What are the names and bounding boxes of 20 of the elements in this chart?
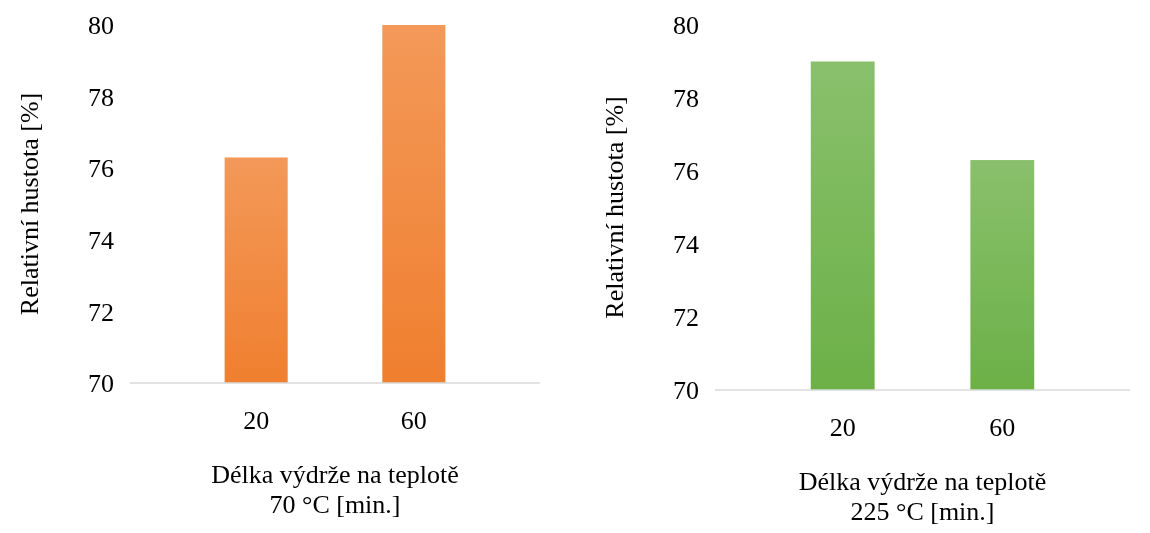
y-axis-title: Relativní hustota [%] xyxy=(600,96,629,319)
y-tick-label: 80 xyxy=(673,11,699,41)
x-axis-title: Délka výdrže na teplotě 225 °C [min.] xyxy=(798,467,1047,526)
y-tick-label: 70 xyxy=(88,369,114,399)
y-tick-label: 74 xyxy=(88,225,114,255)
y-tick-label: 78 xyxy=(673,84,699,114)
x-tick-label: 60 xyxy=(989,413,1016,442)
y-tick-label: 76 xyxy=(673,157,699,187)
y-tick-label: 72 xyxy=(673,303,699,333)
y-tick-label: 72 xyxy=(88,297,114,327)
y-tick-label: 74 xyxy=(673,230,699,260)
x-tick-label: 20 xyxy=(829,413,856,442)
x-tick-label: 60 xyxy=(400,406,427,435)
x-tick-label: 20 xyxy=(243,406,270,435)
y-tick-label: 76 xyxy=(88,154,114,184)
y-tick-label: 78 xyxy=(88,82,114,112)
x-axis-title: Délka výdrže na teplotě 70 °C [min.] xyxy=(211,460,459,519)
y-tick-label: 80 xyxy=(88,11,114,41)
y-axis-title: Relativní hustota [%] xyxy=(15,92,44,316)
y-tick-label: 70 xyxy=(673,376,699,406)
